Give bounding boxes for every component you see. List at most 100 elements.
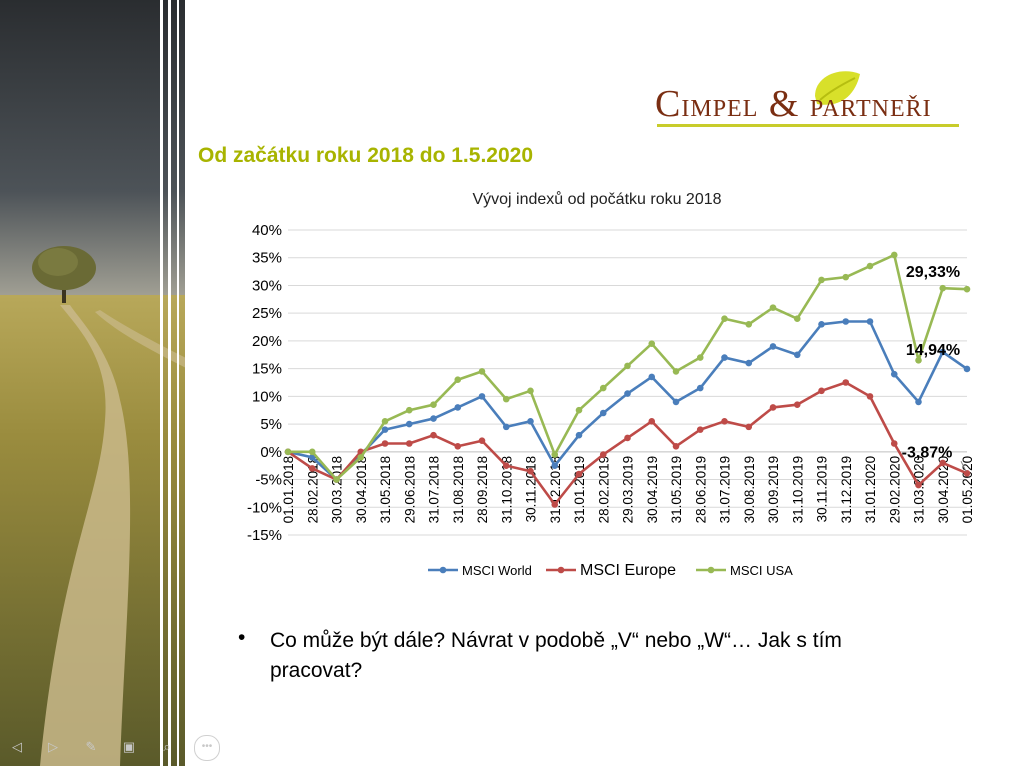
x-tick-label: 31.12.2018 xyxy=(548,456,563,524)
bullet-marker: • xyxy=(238,626,246,649)
legend-label: MSCI Europe xyxy=(580,562,676,579)
legend-marker xyxy=(439,566,447,574)
y-tick-label: -15% xyxy=(247,527,282,544)
x-tick-label: 31.10.2018 xyxy=(499,456,514,524)
data-point xyxy=(818,387,825,395)
zoom-icon[interactable]: ⌕ xyxy=(163,739,171,754)
bullet-text: Co může být dále? Návrat v podobě „V“ ne… xyxy=(270,629,842,682)
legend-marker xyxy=(557,566,565,574)
data-point xyxy=(527,467,534,475)
data-point xyxy=(357,454,365,461)
pen-icon[interactable]: ✎ xyxy=(85,739,97,754)
x-tick-label: 28.09.2018 xyxy=(475,456,490,524)
data-point xyxy=(866,318,874,325)
y-tick-label: -10% xyxy=(247,499,282,516)
data-point xyxy=(915,398,922,406)
data-point xyxy=(308,448,316,456)
data-point xyxy=(308,454,316,461)
data-point xyxy=(939,459,947,467)
data-point xyxy=(430,401,437,408)
data-point xyxy=(502,462,510,469)
left-photo-panel xyxy=(0,0,190,766)
data-point xyxy=(478,437,486,445)
x-tick-label: 30.04.2019 xyxy=(645,456,660,524)
x-tick-label: 30.03.2018 xyxy=(330,456,345,524)
data-point xyxy=(551,462,559,469)
data-point xyxy=(648,418,656,425)
data-point xyxy=(696,426,704,433)
data-point xyxy=(575,406,583,414)
logo-underline xyxy=(657,124,959,127)
line-chart: Vývoj indexů od počátku roku 2018 40% 35%… xyxy=(247,190,975,579)
y-tick-label: 5% xyxy=(260,416,282,433)
previous-icon[interactable]: ◁ xyxy=(12,739,22,754)
data-point xyxy=(430,415,437,422)
data-point xyxy=(769,304,777,311)
x-tick-label: 29.03.2019 xyxy=(621,456,636,524)
x-tick-label: 28.02.2018 xyxy=(305,456,320,524)
data-point xyxy=(890,370,898,378)
data-point xyxy=(454,376,462,384)
data-point xyxy=(939,284,947,292)
data-point xyxy=(963,469,971,477)
data-point xyxy=(866,262,874,270)
data-point xyxy=(939,348,947,356)
data-point xyxy=(430,431,437,439)
data-point xyxy=(672,442,680,450)
logo-text: CIMPEL & PARTNEŘI xyxy=(655,83,932,125)
data-point xyxy=(818,320,825,328)
x-tick-label: 31.07.2019 xyxy=(718,456,733,524)
data-point xyxy=(551,501,559,508)
data-point xyxy=(502,423,510,431)
logo-leaf-icon xyxy=(815,71,860,105)
x-tick-label: 31.08.2018 xyxy=(451,456,466,524)
data-point xyxy=(745,320,753,328)
data-point xyxy=(405,420,413,428)
data-point xyxy=(527,387,534,395)
next-icon[interactable]: ▷ xyxy=(48,739,58,754)
company-logo: CIMPEL & PARTNEŘI xyxy=(655,68,965,130)
y-tick-label: 40% xyxy=(252,222,282,239)
y-tick-label: 15% xyxy=(252,361,282,378)
data-point xyxy=(478,368,486,375)
slides-icon[interactable]: ▣ xyxy=(122,739,136,754)
slideshow-nav-bar: ◁ ▷ ✎ ▣ ⌕ ••• xyxy=(0,730,230,766)
data-point xyxy=(915,481,922,489)
more-options-icon[interactable]: ••• xyxy=(194,735,220,761)
data-point xyxy=(842,379,850,386)
data-point xyxy=(721,418,728,425)
data-point xyxy=(721,315,728,323)
data-point xyxy=(333,476,340,483)
data-point xyxy=(454,442,462,450)
data-point xyxy=(551,451,559,458)
data-point xyxy=(478,393,486,400)
data-point xyxy=(866,393,874,400)
data-point xyxy=(502,395,510,403)
x-tick-label: 30.04.2020 xyxy=(936,456,951,524)
data-point xyxy=(599,384,607,392)
y-tick-label: 20% xyxy=(252,333,282,350)
y-tick-label: 25% xyxy=(252,305,282,322)
x-tick-label: 30.11.2018 xyxy=(524,456,539,523)
data-point xyxy=(624,362,631,370)
data-label: 14,94% xyxy=(906,342,960,359)
data-point xyxy=(842,273,850,281)
data-point xyxy=(915,357,922,364)
x-tick-label: 31.05.2019 xyxy=(669,456,684,524)
data-point xyxy=(890,440,898,447)
data-point xyxy=(284,448,292,456)
y-tick-label: -5% xyxy=(255,472,282,489)
x-tick-label: 30.09.2019 xyxy=(766,456,781,524)
data-point xyxy=(672,398,680,406)
x-tick-label: 30.04.2018 xyxy=(354,456,369,524)
x-tick-label: 31.07.2018 xyxy=(427,456,442,524)
data-point xyxy=(696,384,704,392)
x-tick-label: 30.11.2019 xyxy=(815,456,830,523)
data-point xyxy=(575,431,583,439)
data-point xyxy=(963,285,971,293)
y-tick-label: 10% xyxy=(252,388,282,405)
x-tick-label: 01.01.2018 xyxy=(281,456,296,524)
data-point xyxy=(624,434,631,442)
data-point xyxy=(599,451,607,458)
annotation-leader xyxy=(960,461,967,472)
